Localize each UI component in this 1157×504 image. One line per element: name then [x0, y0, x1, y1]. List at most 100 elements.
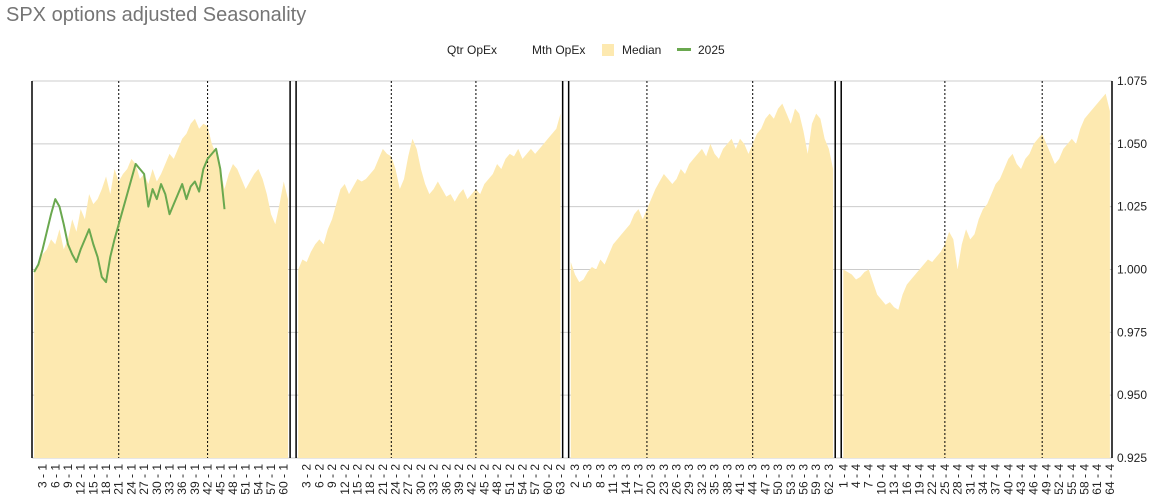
x-tick-label: 3 - 1: [36, 464, 50, 488]
median-area-q1: [34, 118, 288, 458]
x-tick-label: 43 - 4: [1014, 464, 1028, 495]
legend-item-mth-opex: Mth OpEx: [532, 43, 586, 57]
series-2025-line: [33, 147, 226, 284]
y-tick-label: 1.075: [1117, 74, 1147, 88]
y-tick-label: 0.950: [1117, 388, 1147, 402]
x-tick-label: 23 - 3: [657, 464, 671, 495]
x-tick-label: 57 - 2: [528, 464, 542, 495]
x-tick-label: 7 - 4: [862, 464, 876, 488]
x-tick-label: 15 - 2: [350, 464, 364, 495]
x-tick-label: 16 - 4: [900, 464, 914, 495]
median-area-q4: [843, 93, 1110, 458]
x-tick-label: 52 - 4: [1052, 464, 1066, 495]
x-tick-label: 42 - 2: [465, 464, 479, 495]
x-tick-label: 55 - 4: [1065, 464, 1079, 495]
x-tick-label: 30 - 2: [414, 464, 428, 495]
x-tick-label: 51 - 1: [239, 464, 253, 495]
x-tick-label: 9 - 1: [61, 464, 75, 488]
x-tick-label: 35 - 3: [708, 464, 722, 495]
x-tick-label: 27 - 2: [401, 464, 415, 495]
y-tick-label: 1.000: [1117, 263, 1147, 277]
x-tick-label: 2 - 3: [568, 464, 582, 488]
x-tick-label: 39 - 1: [188, 464, 202, 495]
x-tick-label: 62 - 3: [822, 464, 836, 495]
x-tick-label: 56 - 3: [797, 464, 811, 495]
x-tick-label: 48 - 2: [490, 464, 504, 495]
x-tick-label: 28 - 4: [951, 464, 965, 495]
y-tick-label: 1.025: [1117, 200, 1147, 214]
x-tick-label: 17 - 3: [632, 464, 646, 495]
x-tick-label: 33 - 1: [163, 464, 177, 495]
x-tick-label: 64 - 4: [1103, 464, 1117, 495]
x-tick-label: 32 - 3: [695, 464, 709, 495]
x-tick-label: 58 - 4: [1078, 464, 1092, 495]
y-tick-label: 0.975: [1117, 325, 1147, 339]
x-tick-label: 51 - 2: [503, 464, 517, 495]
median-area-q3: [570, 103, 834, 459]
legend-swatch-2025: [677, 48, 691, 51]
x-tick-label: 12 - 1: [74, 464, 88, 495]
x-tick-label: 24 - 1: [124, 464, 138, 495]
x-tick-label: 48 - 1: [226, 464, 240, 495]
x-tick-label: 6 - 2: [312, 464, 326, 488]
x-tick-label: 46 - 4: [1027, 464, 1041, 495]
x-tick-label: 18 - 2: [363, 464, 377, 495]
x-tick-label: 36 - 1: [175, 464, 189, 495]
x-tick-label: 19 - 4: [913, 464, 927, 495]
x-tick-label: 26 - 3: [670, 464, 684, 495]
x-tick-label: 9 - 2: [325, 464, 339, 488]
chart-title: SPX options adjusted Seasonality: [6, 4, 307, 26]
x-tick-label: 5 - 3: [581, 464, 595, 488]
x-tick-label: 11 - 3: [606, 464, 620, 494]
x-tick-label: 21 - 2: [376, 464, 390, 495]
x-tick-label: 14 - 3: [619, 464, 633, 495]
x-tick-label: 30 - 1: [150, 464, 164, 495]
x-tick-label: 27 - 1: [137, 464, 151, 495]
x-tick-label: 39 - 2: [452, 464, 466, 495]
x-tick-label: 44 - 3: [746, 464, 760, 495]
x-tick-label: 47 - 3: [758, 464, 772, 495]
x-tick-label: 34 - 4: [976, 464, 990, 495]
x-tick-label: 1 - 4: [836, 464, 850, 488]
x-tick-label: 60 - 2: [541, 464, 555, 495]
y-tick-label: 1.050: [1117, 137, 1147, 151]
legend-swatch-median: [602, 44, 614, 56]
x-tick-label: 42 - 1: [201, 464, 215, 495]
x-tick-label: 31 - 4: [963, 464, 977, 495]
x-tick-label: 37 - 4: [989, 464, 1003, 495]
legend-item-2025: 2025: [698, 43, 725, 57]
x-tick-label: 13 - 4: [887, 464, 901, 495]
x-tick-label: 3 - 2: [300, 464, 314, 488]
legend-item-median: Median: [622, 43, 662, 57]
x-tick-label: 38 - 3: [720, 464, 734, 495]
x-tick-label: 25 - 4: [938, 464, 952, 495]
x-tick-label: 20 - 3: [644, 464, 658, 495]
x-tick-label: 40 - 4: [1001, 464, 1015, 495]
legend-item-qtr-opex: Qtr OpEx: [447, 43, 498, 57]
x-tick-label: 10 - 4: [874, 464, 888, 495]
x-tick-label: 8 - 3: [593, 464, 607, 488]
median-area-q2: [298, 113, 561, 459]
x-tick-label: 18 - 1: [99, 464, 113, 495]
x-tick-label: 6 - 1: [48, 464, 62, 488]
x-tick-label: 22 - 4: [925, 464, 939, 495]
x-tick-label: 60 - 1: [277, 464, 291, 495]
x-tick-label: 4 - 4: [849, 464, 863, 488]
x-tick-label: 45 - 2: [477, 464, 491, 495]
x-tick-label: 45 - 1: [213, 464, 227, 495]
x-tick-label: 54 - 1: [251, 464, 265, 495]
x-tick-label: 29 - 3: [682, 464, 696, 495]
x-tick-label: 36 - 2: [439, 464, 453, 495]
x-tick-label: 21 - 1: [112, 464, 126, 495]
x-tick-label: 12 - 2: [338, 464, 352, 495]
legend: Qtr OpEx Mth OpEx Median 2025: [0, 43, 1157, 59]
x-tick-label: 63 - 2: [554, 464, 568, 495]
x-tick-label: 15 - 1: [86, 464, 100, 495]
x-tick-label: 59 - 3: [809, 464, 823, 495]
x-tick-label: 41 - 3: [733, 464, 747, 495]
x-tick-label: 50 - 3: [771, 464, 785, 495]
x-tick-label: 24 - 2: [389, 464, 403, 495]
y-tick-label: 0.925: [1117, 451, 1147, 465]
x-tick-label: 61 - 4: [1090, 464, 1104, 495]
